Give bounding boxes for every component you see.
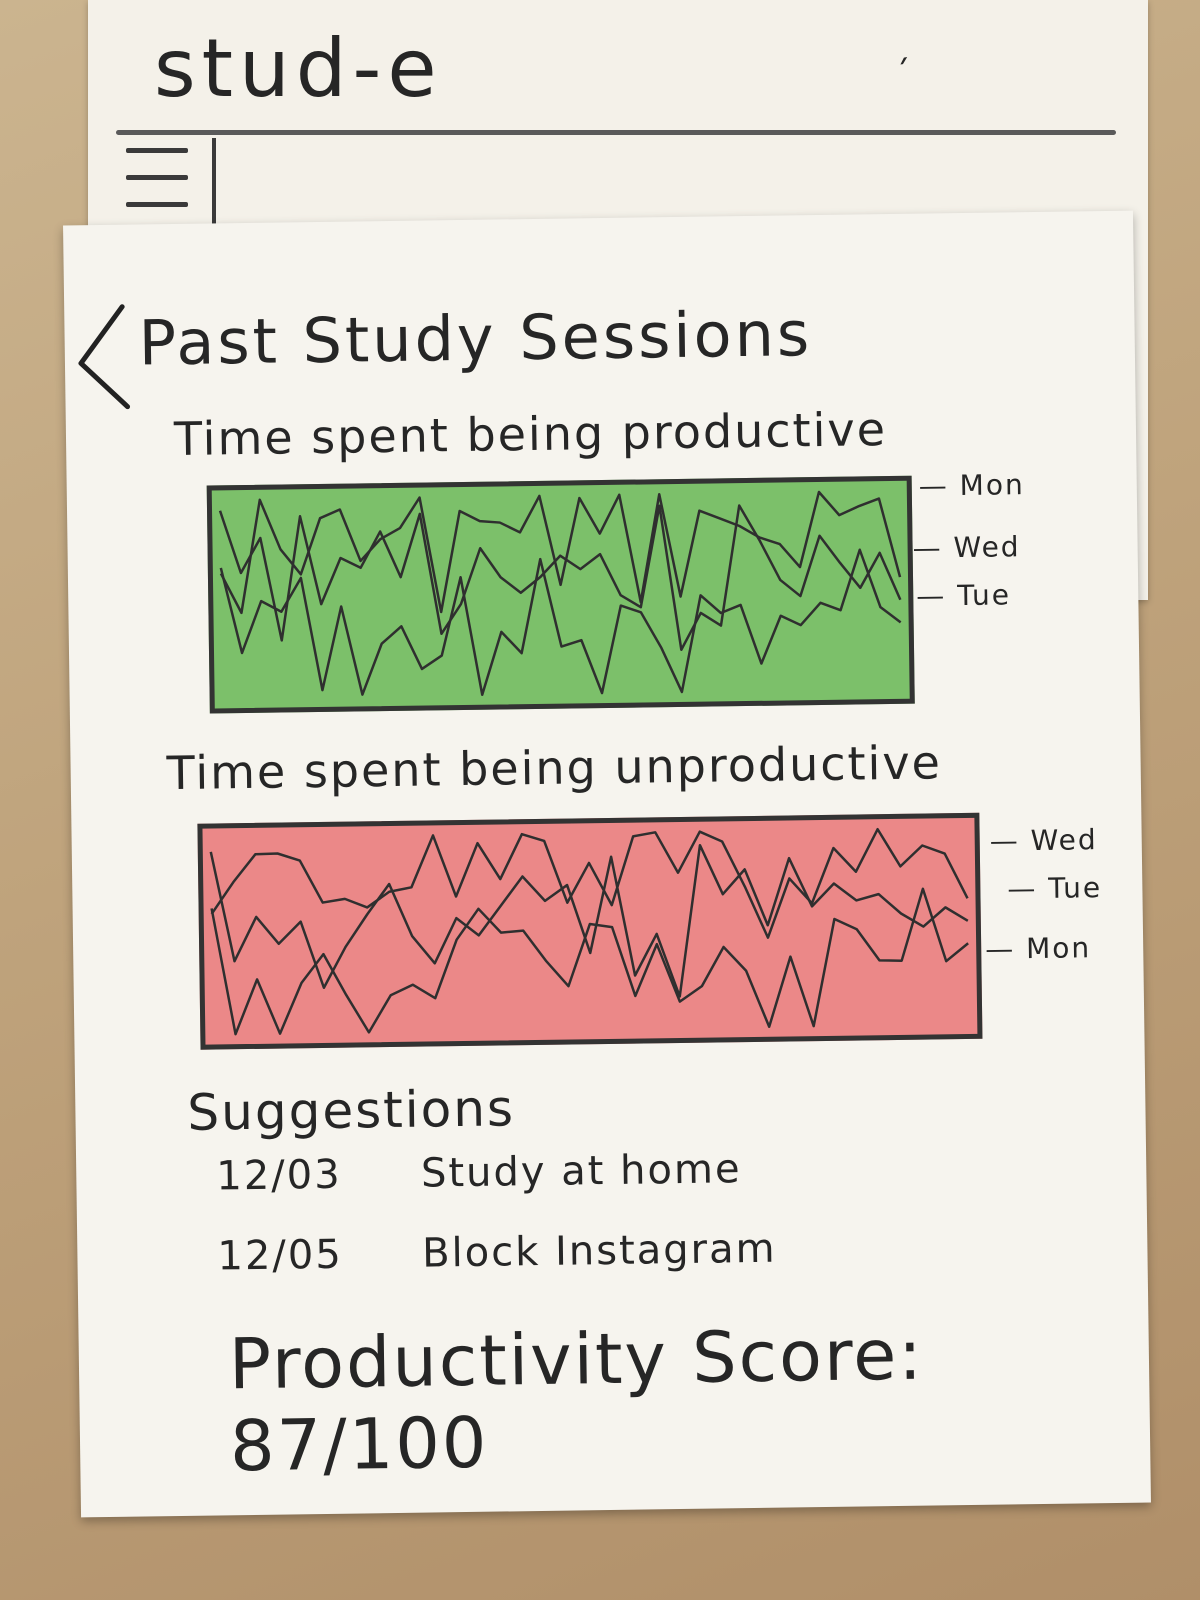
menu-divider bbox=[212, 138, 216, 228]
chevron-left-icon[interactable] bbox=[70, 295, 132, 426]
unproductive-chart bbox=[197, 812, 983, 1050]
legend-item: — Wed bbox=[989, 823, 1098, 858]
chart-title-productive: Time spent being productive bbox=[173, 402, 888, 467]
suggestion-date: 12/05 bbox=[217, 1231, 344, 1280]
suggestion-text: Block Instagram bbox=[421, 1225, 777, 1277]
pencil-mark: ˊ bbox=[892, 52, 917, 96]
legend-item: — Tue bbox=[1007, 871, 1103, 906]
sketch-line bbox=[210, 827, 969, 939]
header-divider bbox=[116, 130, 1116, 135]
score-value: 87/100 bbox=[229, 1401, 489, 1488]
sketch-line bbox=[219, 548, 902, 696]
score-label: Productivity Score: bbox=[228, 1313, 925, 1406]
hamburger-menu-icon[interactable] bbox=[126, 148, 188, 218]
suggestions-heading: Suggestions bbox=[187, 1079, 516, 1142]
sketch-line bbox=[209, 843, 969, 998]
legend-item: — Wed bbox=[912, 530, 1021, 565]
suggestion-text: Study at home bbox=[420, 1146, 742, 1197]
productive-chart bbox=[206, 475, 915, 714]
legend-item: — Mon bbox=[984, 931, 1092, 966]
sketch-line bbox=[219, 490, 902, 615]
legend-item: — Mon bbox=[918, 468, 1025, 503]
app-title: stud-e bbox=[154, 22, 443, 115]
suggestion-date: 12/03 bbox=[216, 1151, 342, 1200]
chart-title-unproductive: Time spent being unproductive bbox=[166, 735, 943, 801]
legend-item: — Tue bbox=[916, 578, 1012, 613]
productivity-score: Productivity Score: 87/100 bbox=[228, 1310, 1150, 1488]
suggestion-item[interactable]: 12/03 Study at home bbox=[216, 1146, 742, 1199]
unproductive-chart-plot bbox=[209, 827, 969, 1036]
suggestion-item[interactable]: 12/05 Block Instagram bbox=[217, 1226, 777, 1280]
past-sessions-card: Past Study Sessions Time spent being pro… bbox=[63, 210, 1151, 1518]
page-title: Past Study Sessions bbox=[138, 297, 813, 380]
productive-chart-plot bbox=[218, 490, 902, 696]
sketch-line bbox=[218, 504, 902, 651]
sketch-line bbox=[210, 887, 969, 1036]
